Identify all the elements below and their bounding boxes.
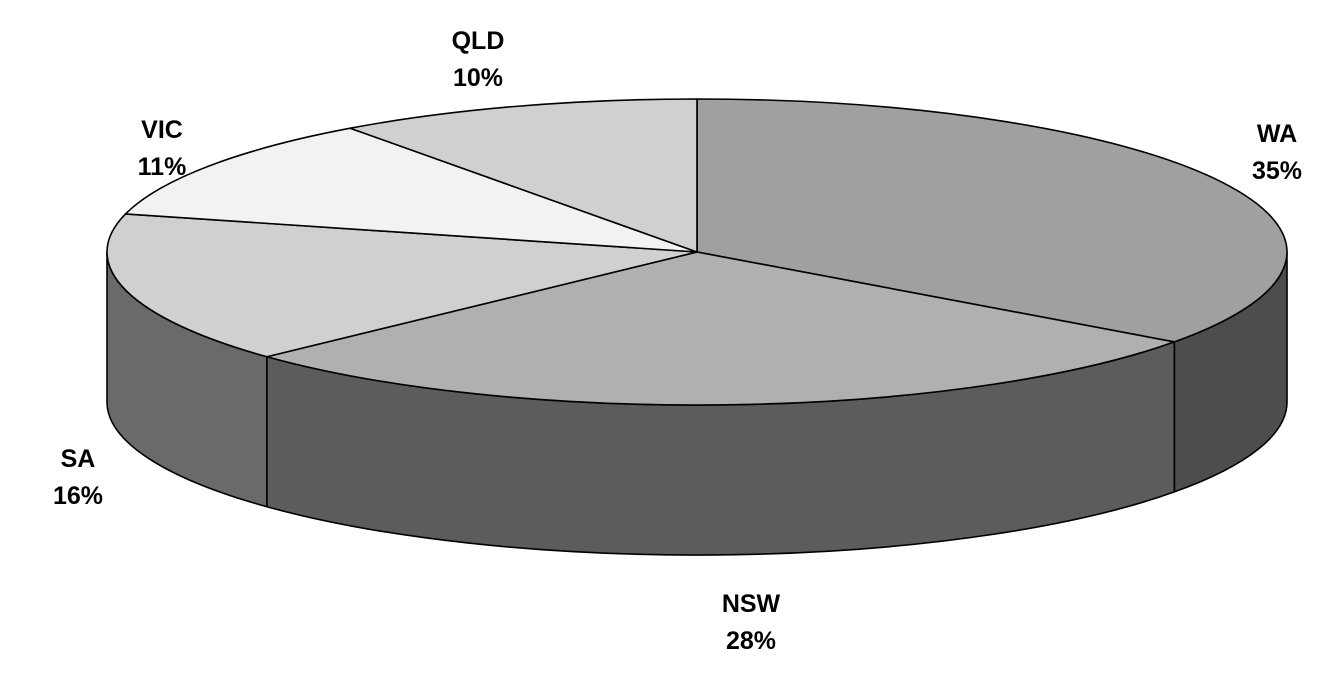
slice-vic <box>124 127 698 253</box>
slice-qld <box>349 98 698 253</box>
pie-labels: WA 35% NSW 28% SA 16% VIC 11% QLD 10% <box>53 27 1302 655</box>
slice-label-vic: VIC <box>141 116 183 144</box>
slice-value-nsw: 28% <box>726 627 776 655</box>
pie-sides <box>106 251 1288 556</box>
slice-value-wa: 35% <box>1252 157 1302 185</box>
slice-label-sa: SA <box>61 445 96 473</box>
slice-label-nsw: NSW <box>722 590 781 618</box>
slice-label-wa: WA <box>1257 120 1297 148</box>
pie-tops <box>106 98 1288 406</box>
slice-sa <box>106 213 698 358</box>
slice-wa <box>696 98 1288 343</box>
slice-value-qld: 10% <box>453 64 503 92</box>
slice-value-vic: 11% <box>138 153 187 181</box>
slice-label-qld: QLD <box>452 27 505 55</box>
slice-nsw <box>266 251 1176 406</box>
slice-value-sa: 16% <box>53 482 103 510</box>
